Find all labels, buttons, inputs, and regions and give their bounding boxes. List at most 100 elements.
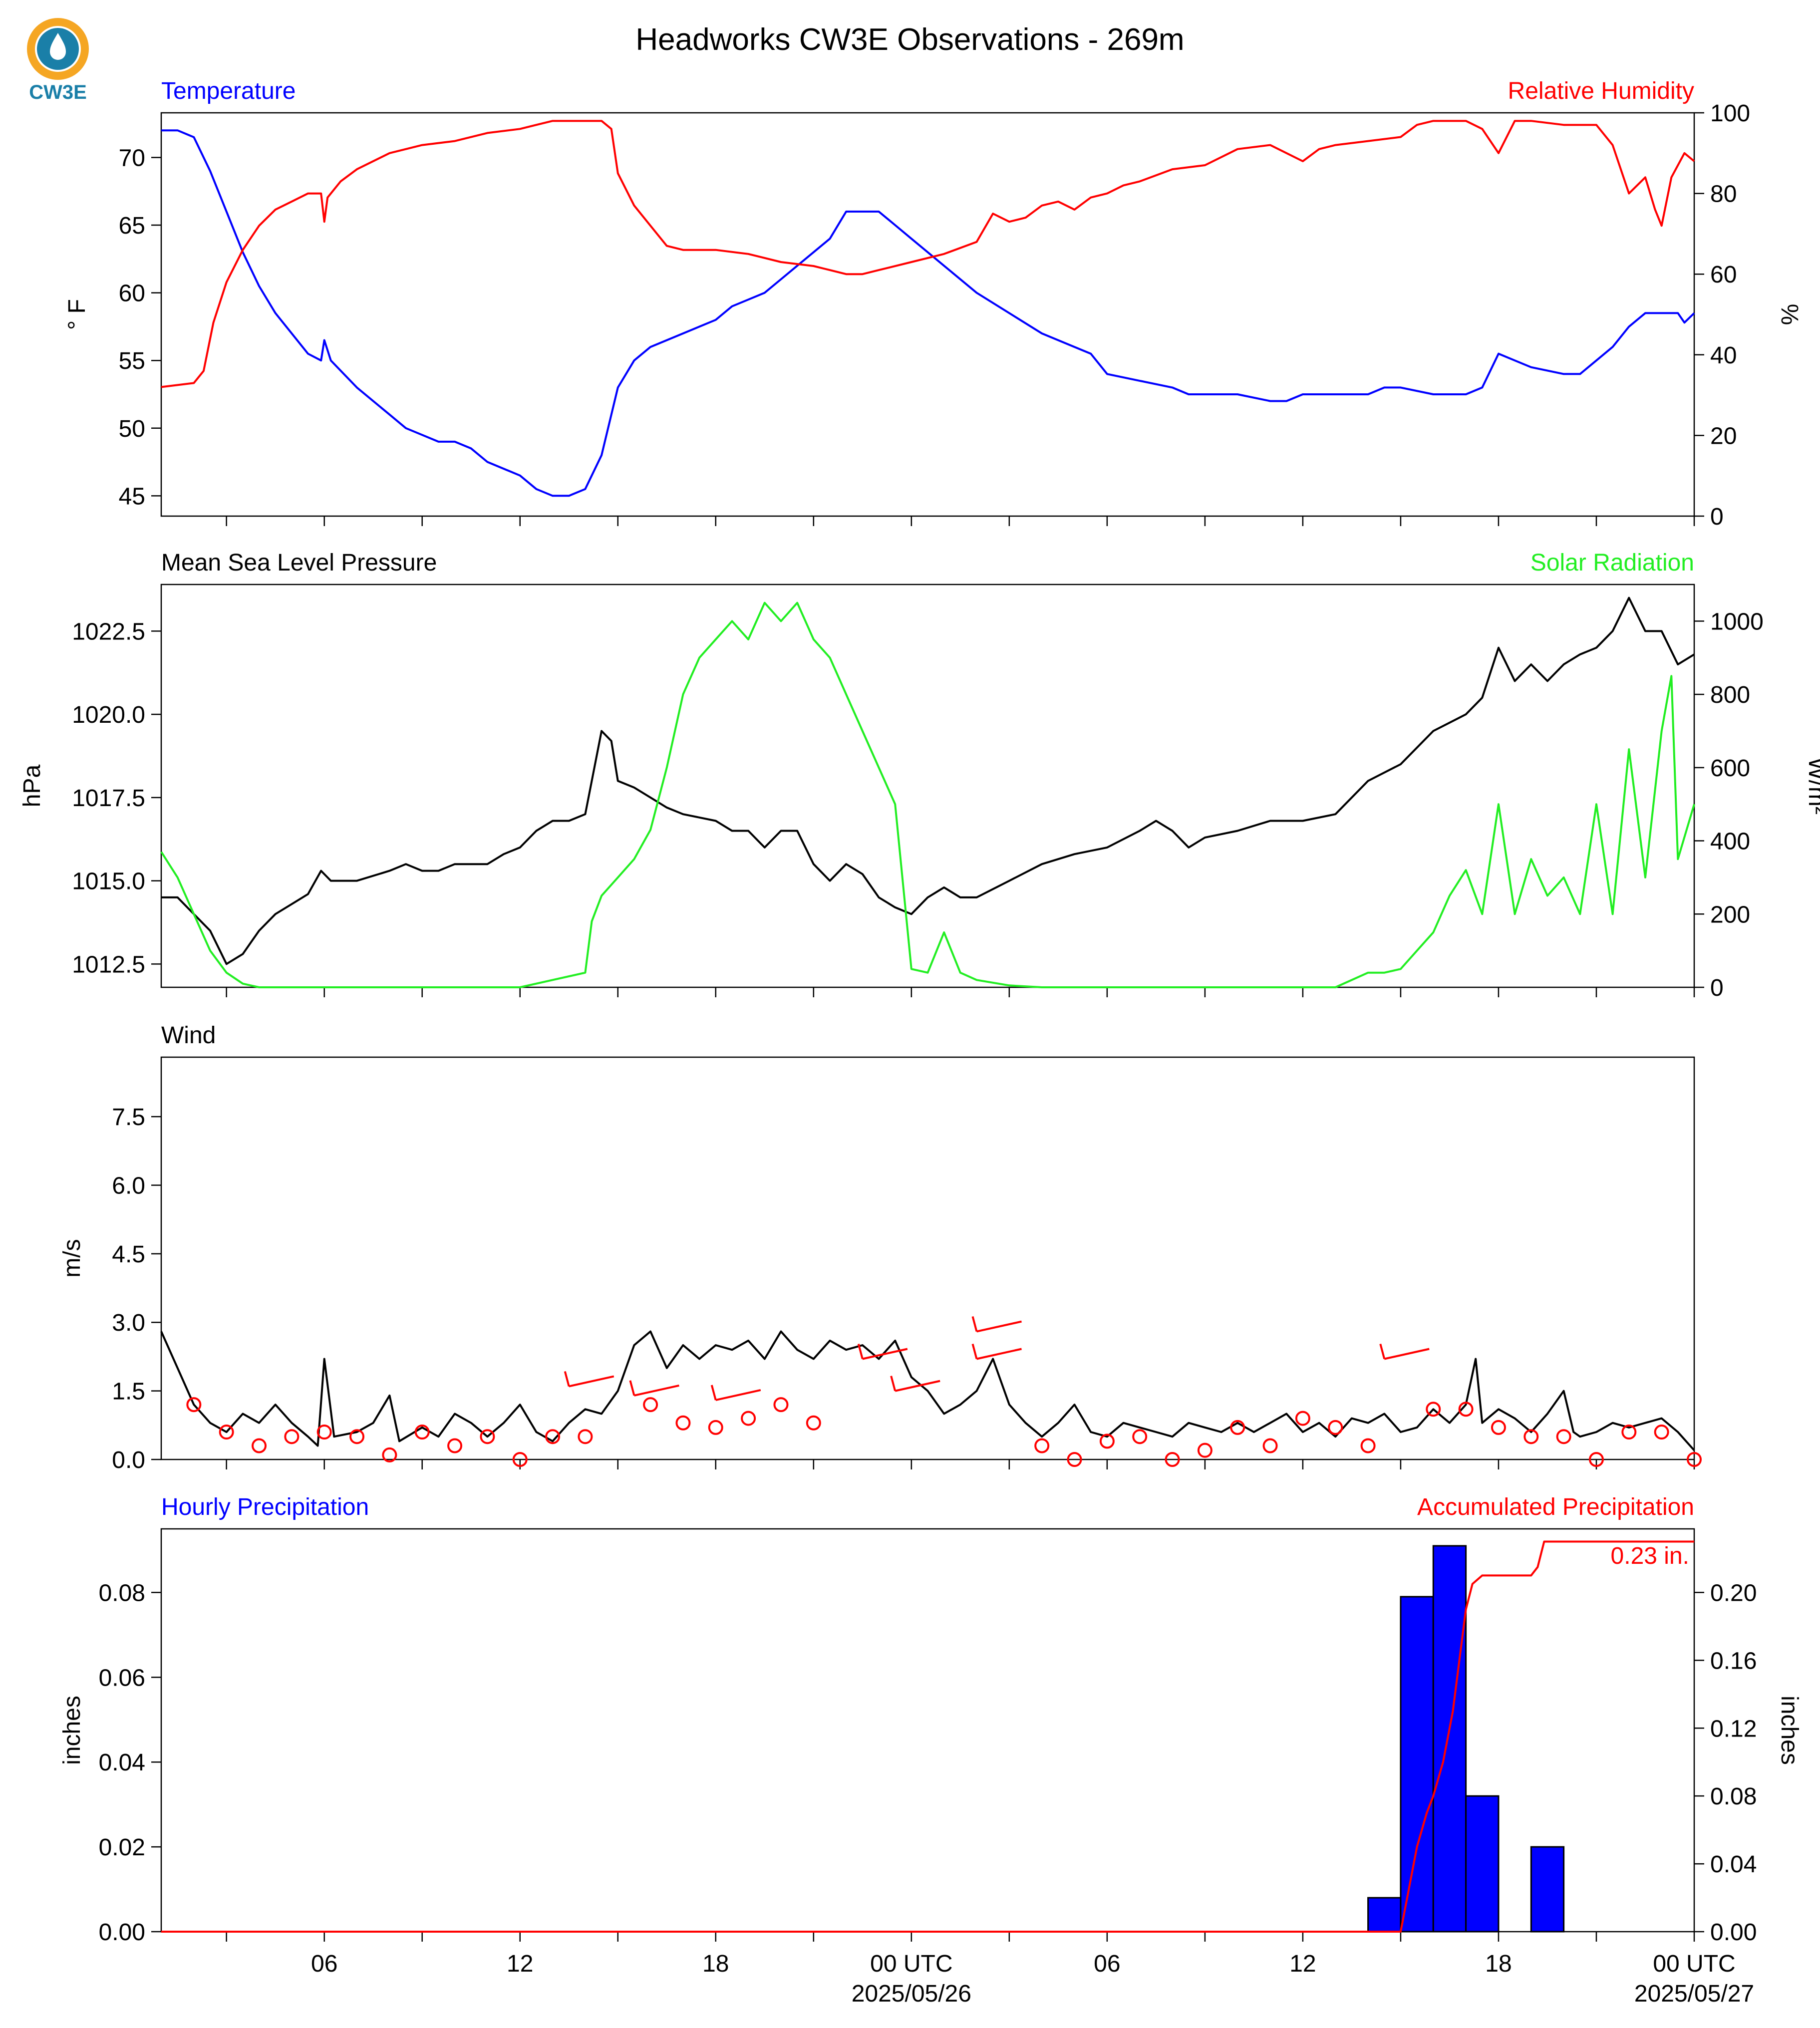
wind-barb <box>890 1376 940 1392</box>
wind-calm-marker <box>1262 1438 1278 1453</box>
x-tick-label: 12 <box>1289 1951 1316 1977</box>
wind-calm-marker <box>1328 1420 1343 1435</box>
y-tick-label-right: 0.08 <box>1710 1783 1757 1810</box>
wind-calm-marker <box>1067 1452 1082 1467</box>
wind-calm-marker <box>741 1411 756 1426</box>
x-tick-label: 00 UTC <box>870 1951 952 1977</box>
x-tick-label: 06 <box>311 1951 337 1977</box>
logo-drop-icon <box>50 33 66 60</box>
y-tick-label: 7.5 <box>112 1104 145 1131</box>
y-tick-label: 0.0 <box>112 1447 145 1473</box>
panel-right-label: Relative Humidity <box>1508 78 1694 104</box>
y-axis-title-right: % <box>1776 304 1803 325</box>
wind-calm-marker <box>1132 1429 1148 1445</box>
panel-left-label: Mean Sea Level Pressure <box>161 550 437 576</box>
y-tick-label: 0.06 <box>99 1665 145 1691</box>
y-tick-label-right: 200 <box>1710 901 1750 928</box>
wind-calm-marker <box>447 1438 463 1453</box>
wind-calm-marker <box>284 1429 300 1445</box>
wind-calm-marker <box>578 1429 593 1445</box>
y-axis-title: inches <box>59 1696 85 1765</box>
y-tick-label: 50 <box>119 416 145 442</box>
x-tick-label: 06 <box>1094 1951 1120 1977</box>
wind-calm-marker <box>1687 1452 1702 1467</box>
panel-wind <box>151 1056 1702 1469</box>
logo-text: CW3E <box>29 81 87 103</box>
x-date-label: 2025/05/27 <box>1634 1981 1754 2007</box>
wind-barb <box>971 1343 1022 1360</box>
y-tick-label-right: 40 <box>1710 342 1737 369</box>
wind-barb <box>1379 1343 1430 1360</box>
wind-calm-marker <box>1426 1402 1441 1417</box>
wind-calm-marker <box>1197 1443 1213 1458</box>
y-tick-label-right: 800 <box>1710 682 1750 708</box>
y-tick-label: 1015.0 <box>72 869 145 895</box>
y-tick-label: 55 <box>119 348 145 374</box>
precip-bar <box>1367 1897 1402 1933</box>
y-tick-label: 0.04 <box>99 1749 145 1776</box>
y-tick-label: 65 <box>119 213 145 239</box>
y-tick-label-right: 0.04 <box>1710 1851 1757 1878</box>
wind-calm-marker <box>1099 1434 1115 1449</box>
panel-left-label: Hourly Precipitation <box>161 1494 369 1520</box>
panel-temp_rh <box>151 112 1704 526</box>
wind-calm-marker <box>512 1452 528 1467</box>
wind-barb <box>971 1316 1022 1333</box>
y-tick-label: 60 <box>119 281 145 307</box>
cw3e-logo: CW3E <box>27 18 89 103</box>
figure-title: Headworks CW3E Observations - 269m <box>635 22 1184 57</box>
precip-bar <box>1400 1596 1434 1933</box>
y-tick-label-right: 80 <box>1710 181 1737 208</box>
y-axis-title-right: inches <box>1776 1696 1803 1765</box>
precip-bar <box>1432 1545 1467 1933</box>
y-tick-label: 45 <box>119 483 145 510</box>
wind-calm-marker <box>708 1420 723 1435</box>
relative-humidity-line <box>161 120 1695 388</box>
wind-calm-marker <box>219 1425 234 1440</box>
panel-precip <box>151 1528 1704 1942</box>
y-tick-label-right: 100 <box>1710 100 1750 127</box>
y-tick-label-right: 20 <box>1710 423 1737 449</box>
wind-calm-marker <box>186 1397 202 1413</box>
y-tick-label: 1020.0 <box>72 702 145 728</box>
y-axis-title: m/s <box>59 1239 85 1277</box>
wind-calm-marker <box>1230 1420 1245 1435</box>
wind-calm-marker <box>773 1397 789 1413</box>
wind-barb <box>710 1385 761 1401</box>
wind-calm-marker <box>480 1429 495 1445</box>
wind-calm-marker <box>1295 1411 1310 1426</box>
y-tick-label: 0.08 <box>99 1580 145 1606</box>
y-tick-label: 1.5 <box>112 1379 145 1405</box>
wind-line <box>160 1330 1695 1451</box>
precip-bar <box>1530 1846 1565 1933</box>
wind-calm-marker <box>1654 1425 1669 1440</box>
plot-frame <box>160 583 1695 988</box>
panels: 45 50 55 60 65 70 0 20 40 60 80 100 Temperature Relat… <box>19 78 1820 2007</box>
y-tick-label: 1012.5 <box>72 951 145 978</box>
plot-frame <box>160 112 1695 517</box>
y-axis-title-right: W/m² <box>1804 757 1820 815</box>
x-date-label: 2025/05/26 <box>852 1981 971 2007</box>
panel-pressure_solar <box>151 583 1704 997</box>
y-tick-label: 0.00 <box>99 1919 145 1946</box>
precip-bar <box>1465 1795 1500 1933</box>
temperature-line <box>161 129 1695 497</box>
solar-radiation-line <box>160 601 1695 988</box>
x-tick-label: 00 UTC <box>1653 1951 1735 1977</box>
wind-calm-marker <box>1458 1402 1474 1417</box>
y-tick-label: 1022.5 <box>72 618 145 645</box>
wind-calm-marker <box>1360 1438 1376 1453</box>
wind-calm-marker <box>1523 1429 1539 1445</box>
mean-sea-level-pressure-line <box>161 596 1695 965</box>
y-tick-label-right: 0 <box>1710 504 1724 530</box>
wind-calm-marker <box>316 1425 332 1440</box>
panel-left-label: Wind <box>161 1022 216 1049</box>
panel-right-label: Solar Radiation <box>1530 550 1694 576</box>
y-tick-label-right: 0 <box>1710 975 1724 1001</box>
wind-calm-marker <box>545 1429 561 1445</box>
wind-barb <box>629 1380 679 1397</box>
y-tick-label-right: 600 <box>1710 755 1750 782</box>
y-tick-label-right: 1000 <box>1710 608 1764 635</box>
y-tick-label-right: 400 <box>1710 829 1750 855</box>
